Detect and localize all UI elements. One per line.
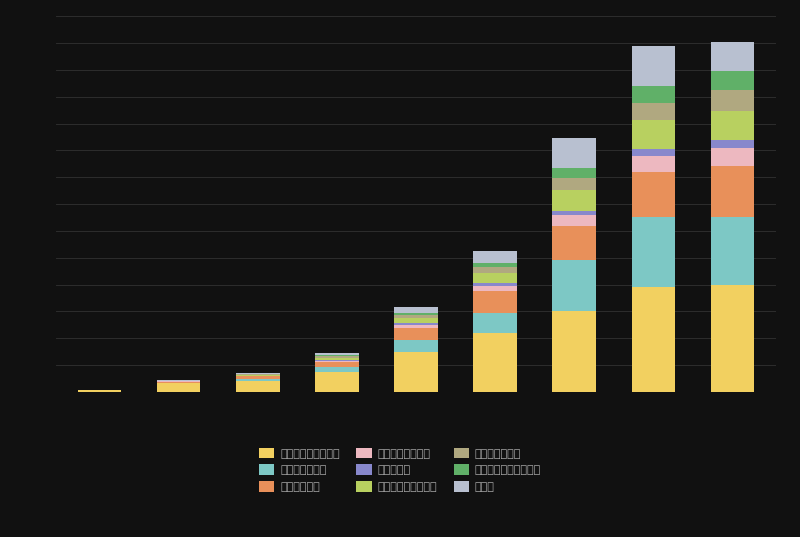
Bar [553, 168, 596, 178]
Bar [632, 217, 675, 287]
Bar [474, 273, 517, 283]
Bar [474, 286, 517, 291]
Bar [553, 260, 596, 311]
Bar [553, 178, 596, 190]
Bar [236, 375, 279, 376]
Bar [710, 285, 754, 392]
Bar [315, 358, 358, 360]
Bar [394, 323, 438, 325]
Bar [710, 111, 754, 140]
Bar [553, 215, 596, 226]
Bar [236, 376, 279, 379]
Bar [553, 138, 596, 168]
Bar [236, 374, 279, 375]
Bar [710, 90, 754, 111]
Bar [394, 340, 438, 352]
Bar [157, 382, 200, 383]
Bar [710, 42, 754, 71]
Bar [710, 217, 754, 285]
Bar [157, 381, 200, 382]
Bar [394, 328, 438, 340]
Bar [474, 313, 517, 333]
Bar [315, 367, 358, 372]
Bar [553, 226, 596, 260]
Bar [632, 149, 675, 156]
Bar [474, 251, 517, 263]
Bar [394, 313, 438, 315]
Bar [632, 103, 675, 120]
Bar [236, 373, 279, 374]
Bar [632, 120, 675, 149]
Bar [394, 318, 438, 323]
Bar [710, 148, 754, 166]
Bar [315, 357, 358, 358]
Bar [236, 379, 279, 381]
Bar [315, 360, 358, 361]
Bar [710, 140, 754, 148]
Bar [315, 362, 358, 367]
Bar [632, 172, 675, 217]
Bar [474, 263, 517, 267]
Bar [474, 283, 517, 286]
Bar [394, 307, 438, 313]
Bar [315, 372, 358, 392]
Bar [474, 267, 517, 273]
Bar [394, 325, 438, 328]
Legend: 再生可能エネルギー, エネルギー効率, クリーン輸送, 持続可能な水管理, 生物多様性, 持続可能な土地利用, 汚染防止・管理, グリーンビルディング, その他: 再生可能エネルギー, エネルギー効率, クリーン輸送, 持続可能な水管理, 生物… [254, 442, 546, 498]
Bar [394, 315, 438, 318]
Bar [632, 287, 675, 392]
Bar [553, 190, 596, 211]
Bar [315, 353, 358, 355]
Bar [474, 291, 517, 313]
Bar [632, 156, 675, 172]
Bar [553, 311, 596, 392]
Bar [553, 211, 596, 215]
Bar [78, 390, 122, 392]
Bar [315, 355, 358, 357]
Bar [315, 361, 358, 362]
Bar [710, 71, 754, 90]
Bar [236, 381, 279, 392]
Bar [474, 333, 517, 392]
Bar [157, 383, 200, 392]
Bar [632, 86, 675, 103]
Bar [394, 352, 438, 392]
Bar [632, 46, 675, 86]
Bar [710, 166, 754, 217]
